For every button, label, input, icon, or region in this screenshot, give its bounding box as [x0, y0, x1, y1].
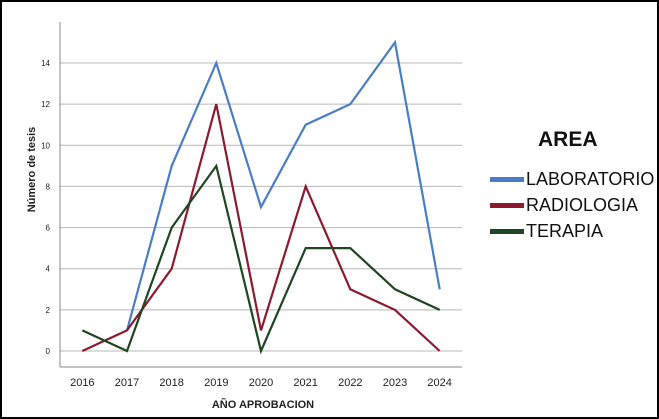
legend-swatch-laboratorio [490, 176, 524, 182]
legend: AREA LABORATORIO RADIOLOGIA TERAPIA [490, 128, 659, 244]
axes [59, 22, 462, 368]
x-tick-label-2024: 2024 [427, 377, 451, 389]
legend-title: AREA [538, 128, 598, 151]
x-tick-label-2019: 2019 [204, 377, 228, 389]
series-line-terapia [81, 163, 441, 355]
series-lines [81, 39, 441, 355]
y-tick-label-12: 12 [41, 100, 50, 109]
legend-label-terapia: TERAPIA [526, 220, 604, 241]
x-tick-label-2016: 2016 [70, 377, 94, 389]
x-axis-title: AÑO APROBACION [212, 398, 314, 411]
legend-item-radiologia: RADIOLOGIA [490, 192, 659, 218]
x-tick-label-2023: 2023 [383, 377, 407, 389]
legend-items: LABORATORIO RADIOLOGIA TERAPIA [490, 166, 659, 244]
y-tick-label-4: 4 [46, 265, 51, 274]
legend-item-laboratorio: LABORATORIO [490, 166, 659, 192]
x-tick-label-2021: 2021 [293, 377, 317, 389]
legend-label-radiologia: RADIOLOGIA [526, 194, 639, 215]
x-tick-label-2017: 2017 [115, 377, 139, 389]
y-axis-title: Número de tesis [26, 127, 38, 213]
x-tick-label-2022: 2022 [338, 377, 362, 389]
y-tick-label-2: 2 [46, 306, 51, 315]
legend-swatch-terapia [490, 228, 524, 234]
x-tick-label-2018: 2018 [159, 377, 183, 389]
legend-label-laboratorio: LABORATORIO [526, 168, 655, 189]
y-tick-label-14: 14 [41, 59, 50, 68]
tick-labels: 0 2 4 6 8 10 12 14 2016 2017 2018 2019 2020 2021 2022 2… [41, 59, 452, 389]
y-tick-label-6: 6 [46, 224, 51, 233]
legend-item-terapia: TERAPIA [490, 218, 659, 244]
grid-lines [60, 62, 462, 352]
series-line-laboratorio [125, 39, 441, 331]
y-tick-label-0: 0 [46, 347, 51, 356]
y-tick-label-10: 10 [41, 141, 50, 150]
y-tick-label-8: 8 [46, 182, 51, 191]
x-tick-label-2020: 2020 [249, 377, 273, 389]
legend-swatch-radiologia [490, 202, 524, 208]
